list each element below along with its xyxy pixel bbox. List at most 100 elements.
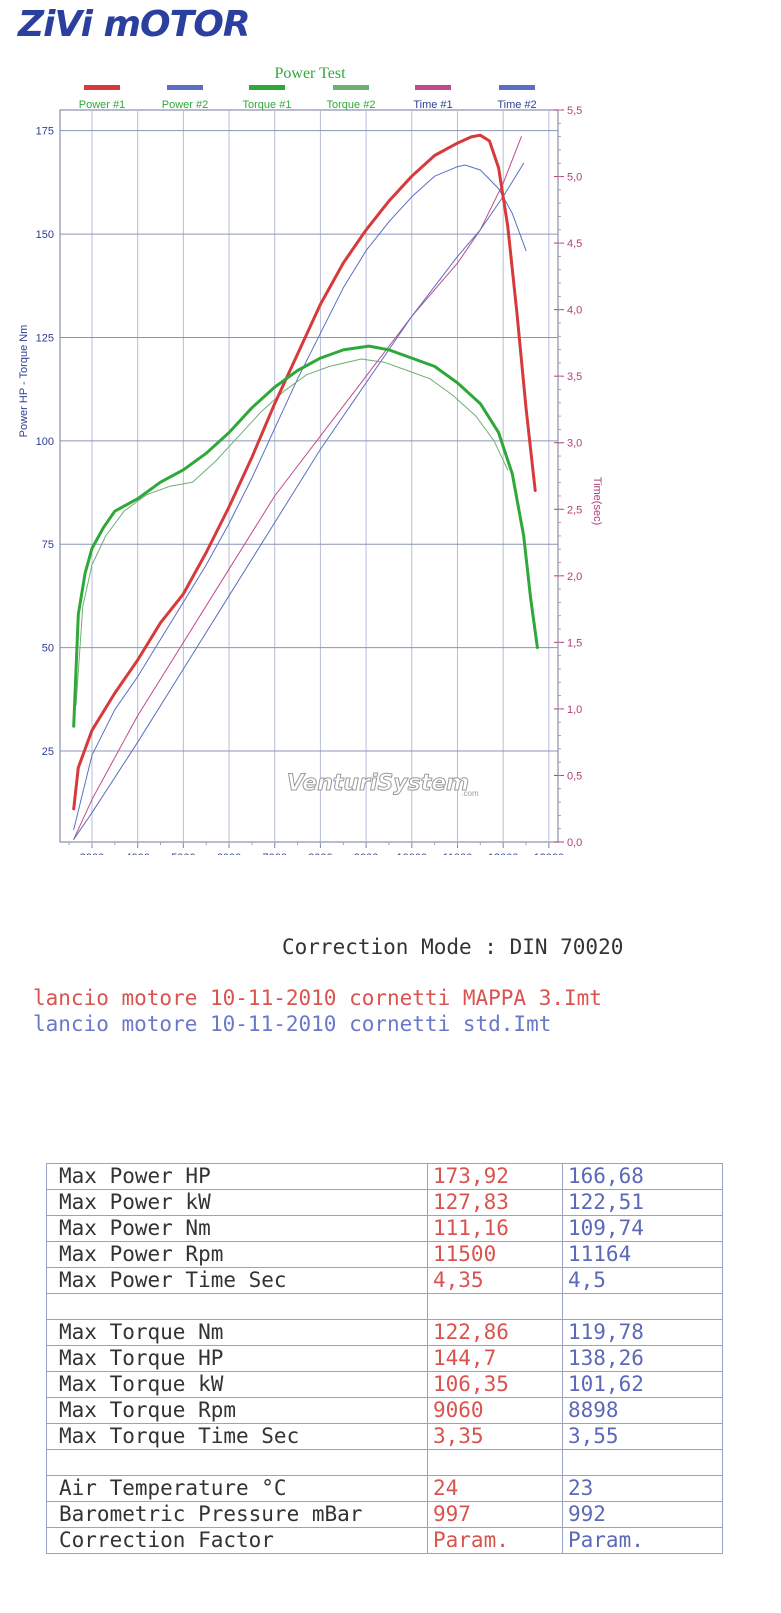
results-value-run2: 11164 [562, 1241, 723, 1268]
x-tick-label: 10000 [397, 852, 428, 855]
correction-mode: Correction Mode : DIN 70020 [282, 935, 624, 959]
results-value-run2: 23 [562, 1475, 723, 1502]
results-spacer-row [46, 1293, 723, 1320]
y2-tick-label: 2,5 [567, 504, 582, 516]
legend-label: Time #2 [497, 99, 536, 111]
watermark: VenturiSystem [287, 771, 469, 796]
results-row: Max Power HP 173,92 166,68 [46, 1163, 723, 1190]
run-label-1: lancio motore 10-11-2010 cornetti MAPPA … [33, 986, 602, 1010]
y2-tick-label: 0,0 [567, 837, 582, 849]
results-value-run1: 111,16 [427, 1215, 563, 1242]
series-line-power-2 [73, 164, 527, 831]
legend-label: Torque #2 [327, 99, 376, 111]
y2-tick-label: 0,5 [567, 770, 582, 782]
series-line-time-2 [73, 162, 525, 840]
results-label: Max Power kW [46, 1189, 428, 1216]
results-value-run2: 8898 [562, 1397, 723, 1424]
results-label [46, 1449, 428, 1476]
results-value-run2: 4,5 [562, 1267, 723, 1294]
results-value-run2: 138,26 [562, 1345, 723, 1372]
series-line-torque-2 [75, 358, 509, 706]
results-label: Max Power Time Sec [46, 1267, 428, 1294]
results-value-run1: 106,35 [427, 1371, 563, 1398]
legend-label: Power #2 [162, 99, 208, 111]
legend-swatch [249, 85, 285, 90]
x-tick-label: 7000 [262, 852, 286, 855]
results-value-run2: 166,68 [562, 1163, 723, 1190]
results-label: Max Power Nm [46, 1215, 428, 1242]
legend-label: Power #1 [79, 99, 125, 111]
y-tick-label: 50 [42, 643, 54, 655]
results-value-run1: 122,86 [427, 1319, 563, 1346]
results-spacer-row [46, 1449, 723, 1476]
results-value-run1: 11500 [427, 1241, 563, 1268]
x-tick-label: 8000 [308, 852, 332, 855]
y-tick-label: 25 [42, 746, 54, 758]
results-value-run2: 109,74 [562, 1215, 723, 1242]
results-label: Max Torque Time Sec [46, 1423, 428, 1450]
y-tick-label: 75 [42, 539, 54, 551]
results-row: Barometric Pressure mBar 997 992 [46, 1501, 723, 1528]
results-value-run1: 997 [427, 1501, 563, 1528]
x-tick-label: 9000 [354, 852, 378, 855]
results-row: Air Temperature °C 24 23 [46, 1475, 723, 1502]
x-tick-label: 4000 [125, 852, 149, 855]
results-value-run1: 173,92 [427, 1163, 563, 1190]
results-value-run2: 992 [562, 1501, 723, 1528]
brand-logo: ZiVi mOTOR [18, 4, 251, 45]
results-label: Max Torque kW [46, 1371, 428, 1398]
results-value-run2 [562, 1449, 723, 1476]
results-row: Max Torque Rpm 9060 8898 [46, 1397, 723, 1424]
results-table: Max Power HP 173,92 166,68 Max Power kW 127,… [46, 1163, 723, 1554]
legend-label: Time #1 [413, 99, 452, 111]
results-label: Air Temperature °C [46, 1475, 428, 1502]
watermark-sub: .com [461, 789, 479, 798]
results-row: Max Torque HP 144,7 138,26 [46, 1345, 723, 1372]
results-value-run1: 127,83 [427, 1189, 563, 1216]
results-value-run1: 144,7 [427, 1345, 563, 1372]
results-label: Barometric Pressure mBar [46, 1501, 428, 1528]
results-row: Max Torque kW 106,35 101,62 [46, 1371, 723, 1398]
results-label [46, 1293, 428, 1320]
results-value-run2 [562, 1293, 723, 1320]
results-row: Max Power kW 127,83 122,51 [46, 1189, 723, 1216]
results-value-run1: Param. [427, 1527, 563, 1554]
results-value-run1: 3,35 [427, 1423, 563, 1450]
results-row: Max Power Rpm 11500 11164 [46, 1241, 723, 1268]
chart-title: Power Test [274, 65, 346, 82]
power-test-chart: 3000 4000 5000 6000 7000 8000 9000 10000 11000 12… [18, 65, 603, 855]
results-value-run2: Param. [562, 1527, 723, 1554]
y-tick-label: 150 [36, 229, 54, 241]
results-value-run1: 24 [427, 1475, 563, 1502]
results-value-run1: 9060 [427, 1397, 563, 1424]
y-tick-label: 125 [36, 332, 54, 344]
y2-tick-label: 5,0 [567, 172, 582, 184]
results-label: Max Torque Nm [46, 1319, 428, 1346]
run-label-2: lancio motore 10-11-2010 cornetti std.Im… [33, 1012, 552, 1036]
legend-swatch [167, 85, 203, 90]
x-tick-label: 12000 [488, 852, 519, 855]
y2-tick-label: 5,5 [567, 105, 582, 117]
y2-tick-label: 2,0 [567, 571, 582, 583]
legend-swatch [84, 85, 120, 90]
results-value-run1 [427, 1449, 563, 1476]
y-axis-title: Power HP - Torque Nm [18, 325, 30, 438]
legend-swatch [415, 85, 451, 90]
results-label: Max Torque HP [46, 1345, 428, 1372]
x-tick-label: 6000 [217, 852, 241, 855]
y2-axis-title: Time(sec) [591, 477, 603, 525]
y-tick-label: 100 [36, 436, 54, 448]
x-tick-label: 13000 [534, 852, 565, 855]
results-row: Max Power Time Sec 4,35 4,5 [46, 1267, 723, 1294]
legend-swatch [499, 85, 535, 90]
x-tick-label: 11000 [443, 852, 473, 855]
series-line-power-1 [72, 133, 537, 811]
results-value-run1 [427, 1293, 563, 1320]
results-row: Max Torque Nm 122,86 119,78 [46, 1319, 723, 1346]
results-row: Correction Factor Param. Param. [46, 1527, 723, 1554]
results-value-run2: 3,55 [562, 1423, 723, 1450]
results-value-run2: 122,51 [562, 1189, 723, 1216]
results-label: Correction Factor [46, 1527, 428, 1554]
y2-tick-label: 4,5 [567, 238, 582, 250]
y-tick-label: 175 [36, 126, 54, 138]
